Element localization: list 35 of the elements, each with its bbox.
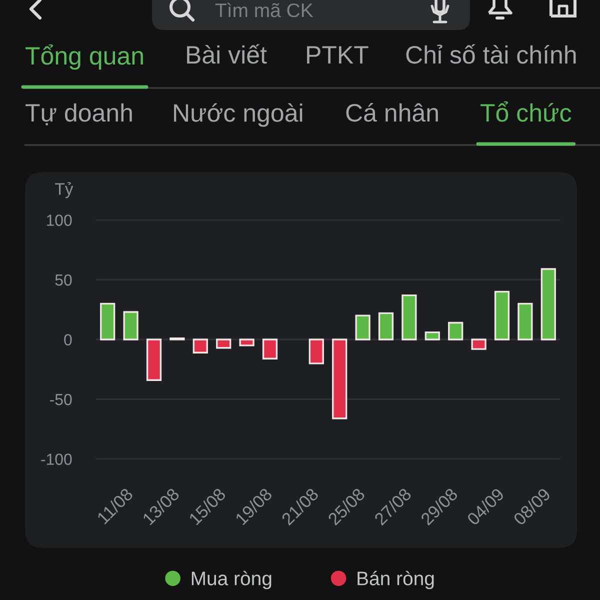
y-tick-label: -50 <box>50 394 72 406</box>
bar <box>262 338 278 360</box>
y-tick-label: 50 <box>55 274 72 286</box>
bar <box>123 311 138 340</box>
bar <box>192 338 208 354</box>
bar <box>448 322 464 340</box>
bar <box>424 331 440 340</box>
bar <box>402 294 417 340</box>
text: Chỉ số tài chính <box>406 44 576 64</box>
bar <box>332 338 348 420</box>
bar <box>239 338 254 346</box>
y-tick-label: 100 <box>46 214 72 226</box>
text: PTKT <box>307 46 368 64</box>
bar <box>355 314 370 340</box>
y-tick-label: 0 <box>64 334 72 346</box>
text: Cá nhân <box>346 103 438 122</box>
text: Tìm mã CK <box>215 2 314 18</box>
bar <box>216 338 232 349</box>
legend-label: Bán ròng <box>358 570 434 590</box>
bar <box>540 268 556 340</box>
text: Bài viết <box>187 44 267 64</box>
text: Tự doanh <box>26 103 132 126</box>
text: Nước ngoài <box>174 103 302 127</box>
bar <box>378 312 394 340</box>
legend-label: Mua ròng <box>192 570 272 590</box>
bar <box>518 302 533 340</box>
bar <box>471 338 486 350</box>
y-axis-title: Tỷ <box>55 182 74 198</box>
text: Tổ chức <box>480 101 572 122</box>
y-tick-label: -100 <box>41 454 72 465</box>
bar <box>100 302 116 340</box>
bar <box>146 338 162 381</box>
bar <box>494 290 510 340</box>
bar <box>308 338 324 364</box>
text: Tổng quan <box>26 44 143 70</box>
